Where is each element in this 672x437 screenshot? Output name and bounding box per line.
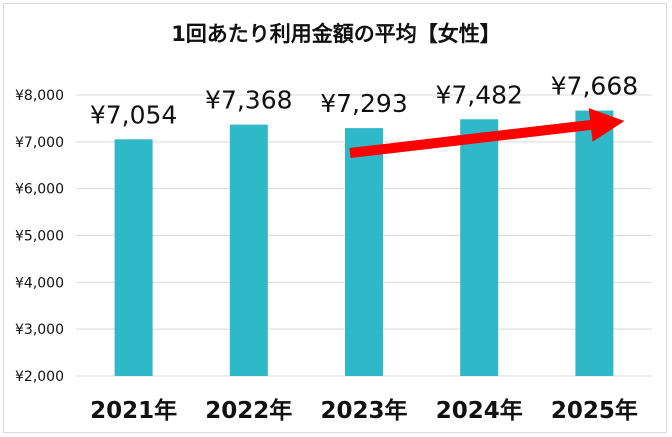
x-tick-label: 2023年 <box>320 397 407 424</box>
chart-title: 1回あたり利用金額の平均【女性】 <box>171 22 501 46</box>
trend-arrow <box>349 108 625 158</box>
bar <box>229 124 268 376</box>
bar <box>575 110 614 376</box>
y-tick-label: ¥6,000 <box>15 182 64 198</box>
data-label: ¥7,054 <box>90 100 177 129</box>
bar <box>345 128 383 376</box>
x-tick-label: 2022年 <box>205 397 292 424</box>
y-tick-label: ¥2,000 <box>15 369 64 385</box>
y-tick-label: ¥3,000 <box>15 322 64 338</box>
y-tick-label: ¥5,000 <box>15 229 64 245</box>
data-label: ¥7,368 <box>205 86 292 115</box>
x-axis-ticks: 2021年 2022年 2023年 2024年 2025年 <box>90 397 638 424</box>
bar <box>114 139 153 376</box>
x-tick-label: 2021年 <box>90 397 177 424</box>
bar <box>460 119 499 376</box>
y-tick-label: ¥7,000 <box>15 135 64 151</box>
y-tick-label: ¥8,000 <box>15 88 64 104</box>
bars <box>114 110 614 376</box>
y-axis-ticks: ¥2,000 ¥3,000 ¥4,000 ¥5,000 ¥6,000 ¥7,000 ¥8,0… <box>15 88 64 385</box>
x-tick-label: 2025年 <box>551 397 638 424</box>
data-label: ¥7,668 <box>551 72 638 101</box>
x-tick-label: 2024年 <box>436 397 523 424</box>
y-tick-label: ¥4,000 <box>15 275 64 291</box>
chart-frame <box>3 3 667 433</box>
data-labels: ¥7,054 ¥7,368 ¥7,293 ¥7,482 ¥7,668 <box>90 72 638 130</box>
data-label: ¥7,293 <box>320 89 407 118</box>
data-label: ¥7,482 <box>435 80 522 109</box>
arrow-shape <box>349 108 625 158</box>
